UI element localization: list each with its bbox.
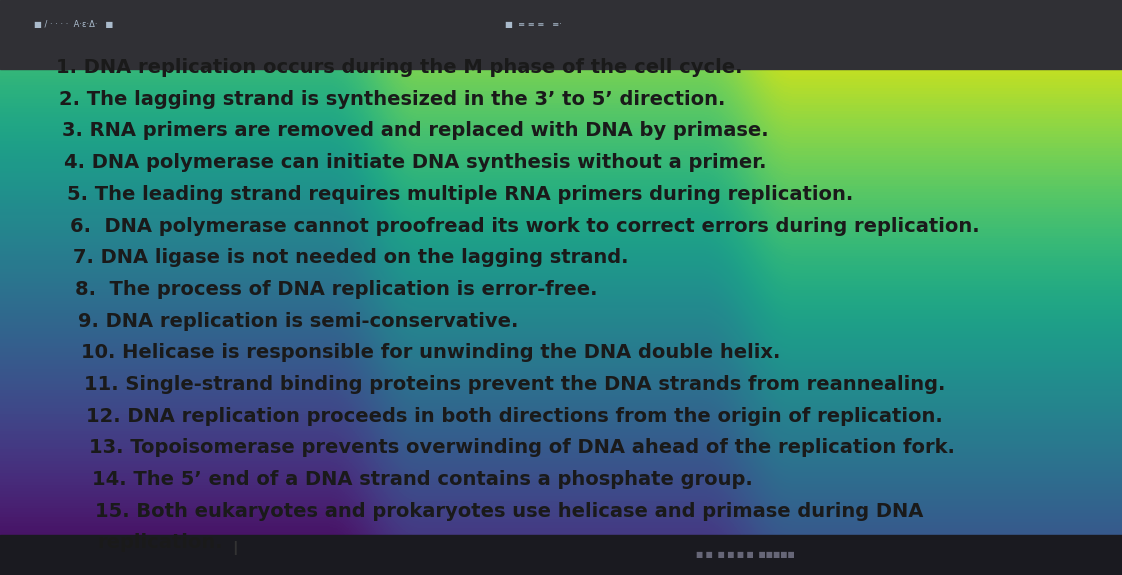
Text: 5. The leading strand requires multiple RNA primers during replication.: 5. The leading strand requires multiple … xyxy=(67,185,854,204)
Text: 1. DNA replication occurs during the M phase of the cell cycle.: 1. DNA replication occurs during the M p… xyxy=(56,58,743,77)
Bar xyxy=(0,535,1122,575)
Bar xyxy=(0,0,1122,69)
Text: 9. DNA replication is semi-conservative.: 9. DNA replication is semi-conservative. xyxy=(79,312,518,331)
Text: 13. Topoisomerase prevents overwinding of DNA ahead of the replication fork.: 13. Topoisomerase prevents overwinding o… xyxy=(90,438,955,457)
Text: 11. Single-strand binding proteins prevent the DNA strands from reannealing.: 11. Single-strand binding proteins preve… xyxy=(84,375,945,394)
Text: 14. The 5’ end of a DNA strand contains a phosphate group.: 14. The 5’ end of a DNA strand contains … xyxy=(92,470,753,489)
Text: 8.  The process of DNA replication is error-free.: 8. The process of DNA replication is err… xyxy=(75,280,598,299)
Text: replication.: replication. xyxy=(98,534,223,553)
Text: 12. DNA replication proceeds in both directions from the origin of replication.: 12. DNA replication proceeds in both dir… xyxy=(86,407,944,426)
Text: 2. The lagging strand is synthesized in the 3’ to 5’ direction.: 2. The lagging strand is synthesized in … xyxy=(58,90,725,109)
Text: 4. DNA polymerase can initiate DNA synthesis without a primer.: 4. DNA polymerase can initiate DNA synth… xyxy=(64,153,766,172)
Text: ■ / · · · ·  A·ε·Δ·   ■: ■ / · · · · A·ε·Δ· ■ xyxy=(34,20,113,29)
Text: 7. DNA ligase is not needed on the lagging strand.: 7. DNA ligase is not needed on the laggi… xyxy=(73,248,628,267)
Text: I: I xyxy=(232,540,238,559)
Text: 10. Helicase is responsible for unwinding the DNA double helix.: 10. Helicase is responsible for unwindin… xyxy=(81,343,780,362)
Text: 3. RNA primers are removed and replaced with DNA by primase.: 3. RNA primers are removed and replaced … xyxy=(62,121,769,140)
Text: ■  ≡ ≡ ≡   ≡·: ■ ≡ ≡ ≡ ≡· xyxy=(505,20,562,29)
Text: ■ ■  ■ ■ ■ ■  ■■■■■: ■ ■ ■ ■ ■ ■ ■■■■■ xyxy=(696,550,794,559)
Text: 15. Both eukaryotes and prokaryotes use helicase and primase during DNA: 15. Both eukaryotes and prokaryotes use … xyxy=(94,502,923,521)
Text: 6.  DNA polymerase cannot proofread its work to correct errors during replicatio: 6. DNA polymerase cannot proofread its w… xyxy=(70,217,980,236)
